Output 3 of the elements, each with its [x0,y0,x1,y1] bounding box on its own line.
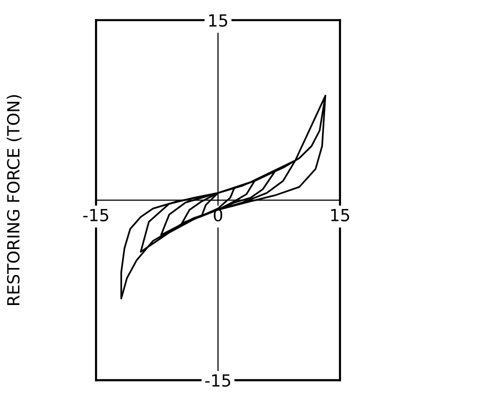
x-tick-label: 15 [331,209,350,222]
x-tick-label: -15 [83,209,108,222]
y-axis-title: RESTORING FORCE (TON) [6,95,22,305]
